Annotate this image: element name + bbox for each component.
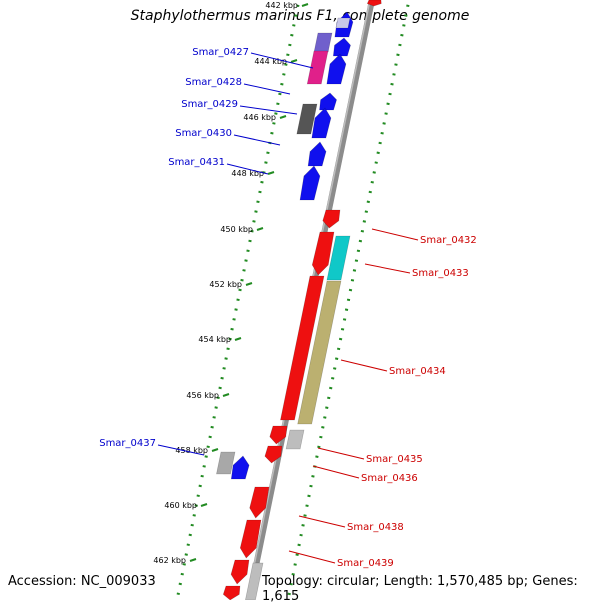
forward-gene-arrow <box>311 107 332 139</box>
label-leader-line <box>288 550 336 564</box>
tick-marks: 442 kbp 444 kbp 446 kbp 448 kbp 450 kbp 452 k… <box>153 1 309 565</box>
reverse-gene-arrow <box>311 231 335 276</box>
label-leader-line <box>298 515 346 528</box>
other-feature-block <box>296 103 318 135</box>
forward-gene-arrow <box>230 455 250 480</box>
tick-label: 460 kbp <box>164 501 197 510</box>
tick-label: 444 kbp <box>254 57 287 66</box>
gene-label: Smar_0437 <box>99 438 156 449</box>
gene-labels: Smar_0427 Smar_0428 Smar_0429 Smar_0430 Smar… <box>99 47 477 569</box>
forward-gene-arrow <box>332 37 351 57</box>
label-leader-line <box>243 83 291 95</box>
gene-label: Smar_0438 <box>347 522 404 533</box>
gene-label: Smar_0436 <box>361 473 418 484</box>
gene-label: Smar_0435 <box>366 454 423 465</box>
gene-label: Smar_0433 <box>412 268 469 279</box>
tick-label: 462 kbp <box>153 556 186 565</box>
reverse-gene-arrow <box>269 425 288 445</box>
tick-mark <box>189 558 197 562</box>
forward-gene-arrow <box>319 92 337 111</box>
gene-label: Smar_0439 <box>337 558 394 569</box>
other-feature-block <box>245 562 264 600</box>
accession-text: Accession: NC_009033 <box>8 574 156 589</box>
tick-label: 448 kbp <box>231 169 264 178</box>
other-feature-block <box>335 17 351 29</box>
reverse-gene-arrow <box>322 209 341 229</box>
reverse-gene-arrow <box>230 559 250 585</box>
reverse-gene-block <box>280 275 325 421</box>
pseudo-gene-block <box>306 50 329 85</box>
tick-label: 458 kbp <box>175 446 208 455</box>
forward-gene-arrow <box>326 53 347 85</box>
label-leader-line <box>226 163 269 175</box>
olive-gene-block <box>297 280 342 425</box>
label-leader-line <box>340 359 388 372</box>
tick-label: 456 kbp <box>186 391 219 400</box>
label-leaders <box>157 52 419 564</box>
gene-label: Smar_0429 <box>181 99 238 110</box>
rna-gene-block <box>313 32 333 53</box>
forward-gene-arrow <box>299 165 321 201</box>
gene-label: Smar_0430 <box>175 128 232 139</box>
reverse-gene-arrow <box>222 585 241 600</box>
gene-label: Smar_0427 <box>192 47 249 58</box>
tick-mark <box>301 3 309 7</box>
other-feature-block <box>216 451 236 475</box>
tick-mark <box>256 227 264 231</box>
label-leader-line <box>233 134 281 146</box>
reverse-gene-arrow <box>366 0 382 7</box>
gene-features <box>216 0 382 600</box>
label-leader-line <box>239 105 298 115</box>
tick-label: 446 kbp <box>243 113 276 122</box>
reverse-gene-arrow <box>249 486 270 519</box>
tick-mark <box>267 171 275 175</box>
tick-label: 442 kbp <box>265 1 298 10</box>
tick-mark <box>211 448 219 452</box>
label-leader-line <box>364 263 411 274</box>
tick-label: 452 kbp <box>209 280 242 289</box>
map-title: Staphylothermus marinus F1, complete gen… <box>130 8 470 24</box>
reverse-gene-arrow <box>239 519 262 559</box>
gc-track-outer-line <box>175 0 301 600</box>
tick-mark <box>290 59 298 63</box>
tick-mark <box>279 115 287 119</box>
tick-mark <box>245 282 253 286</box>
cyan-gene-block <box>326 235 351 281</box>
tick-mark <box>234 337 242 341</box>
reverse-gene-arrow <box>264 445 283 464</box>
label-leader-line <box>250 52 314 69</box>
label-leader-line <box>371 228 419 241</box>
tick-label: 450 kbp <box>220 225 253 234</box>
gene-label: Smar_0432 <box>420 235 477 246</box>
other-feature-block <box>285 429 305 450</box>
label-leader-line <box>317 447 365 460</box>
forward-gene-arrow <box>307 141 327 167</box>
label-leader-line <box>312 465 360 479</box>
tick-mark <box>222 393 230 397</box>
label-leader-line <box>157 444 205 456</box>
gene-label: Smar_0431 <box>168 157 225 168</box>
tick-label: 454 kbp <box>198 335 231 344</box>
gene-label: Smar_0434 <box>389 366 446 377</box>
tick-mark <box>200 503 208 507</box>
gene-label: Smar_0428 <box>185 77 242 88</box>
